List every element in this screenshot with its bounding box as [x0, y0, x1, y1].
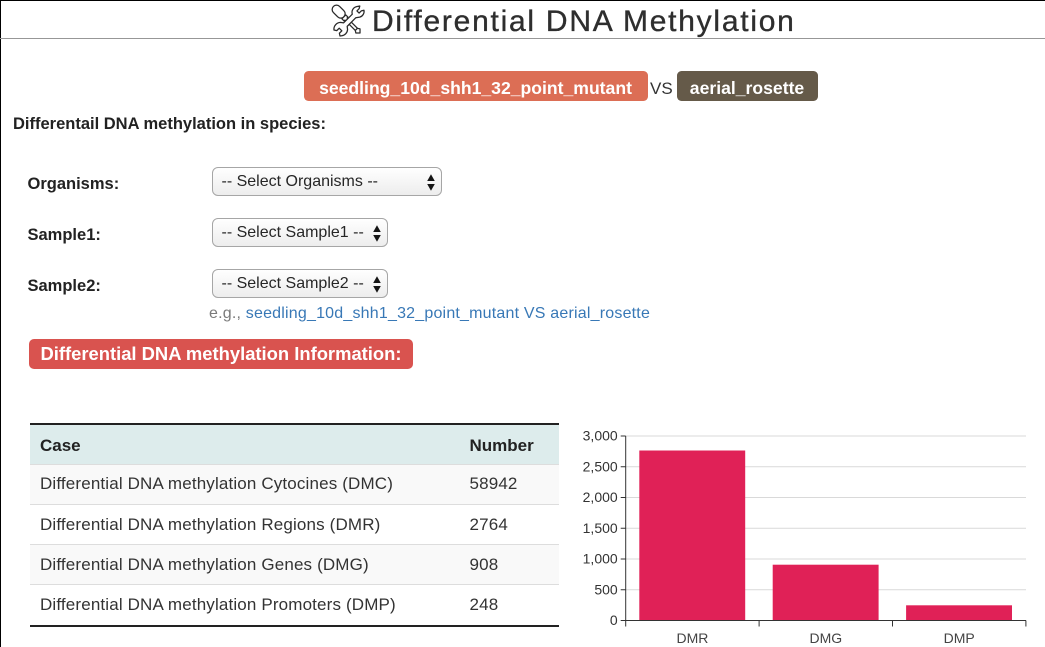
svg-text:DMP: DMP: [944, 630, 975, 646]
svg-text:3,000: 3,000: [583, 428, 618, 444]
svg-text:500: 500: [594, 581, 618, 597]
svg-text:DMR: DMR: [676, 630, 708, 646]
svg-text:2,500: 2,500: [583, 458, 618, 474]
svg-text:1,500: 1,500: [583, 520, 618, 536]
svg-text:DMG: DMG: [809, 630, 842, 646]
svg-text:2,000: 2,000: [583, 489, 618, 505]
svg-text:1,000: 1,000: [583, 551, 618, 567]
svg-text:0: 0: [610, 612, 618, 628]
